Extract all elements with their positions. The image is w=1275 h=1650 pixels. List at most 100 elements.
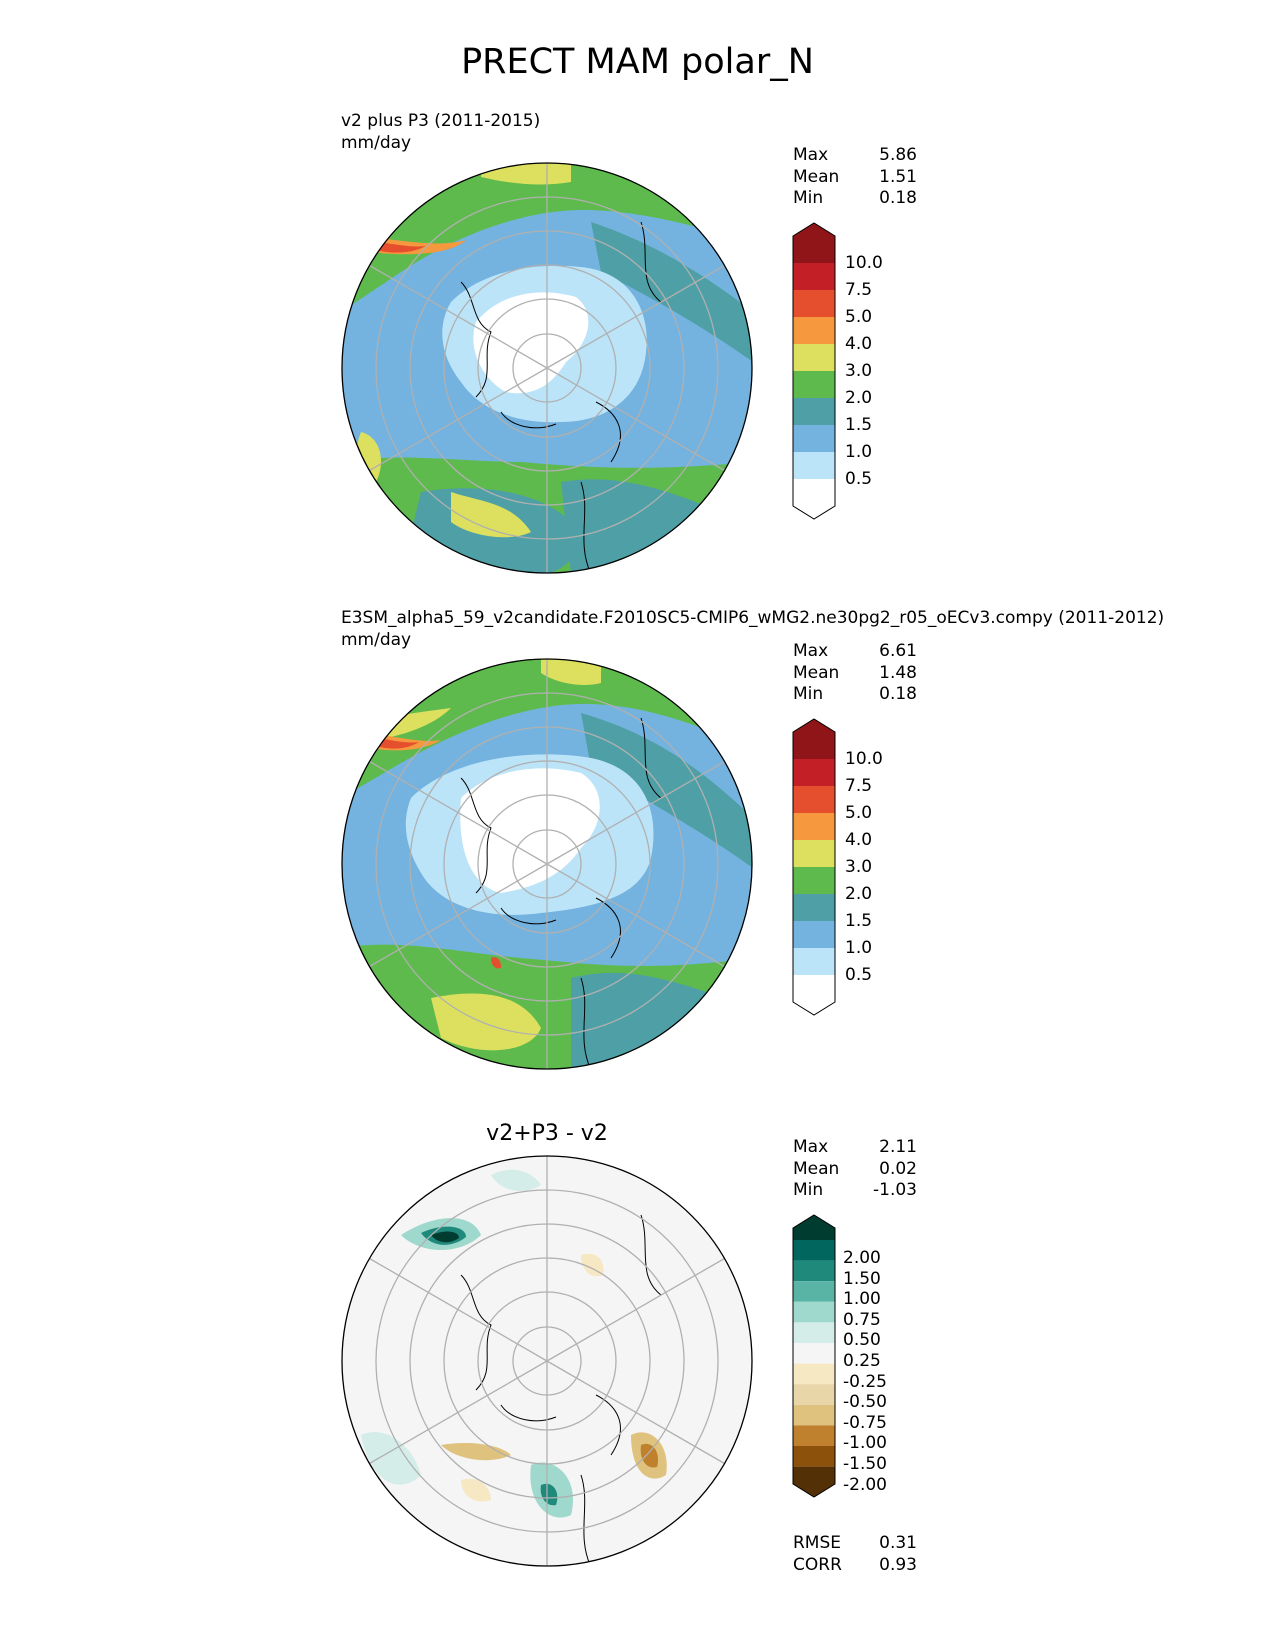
precip-band-green-north bbox=[342, 163, 752, 312]
min-label: Min bbox=[793, 1180, 824, 1200]
colorbar-tick-label: -0.25 bbox=[843, 1371, 887, 1392]
mean-label: Mean bbox=[793, 662, 840, 683]
colorbar-extend-top bbox=[793, 223, 835, 263]
colorbar-tick-label: 5.0 bbox=[845, 803, 873, 823]
diff-patch-brown-2 bbox=[640, 1443, 659, 1468]
colorbar-bin bbox=[793, 1281, 835, 1302]
colorbar-tick-label: -1.50 bbox=[843, 1454, 887, 1474]
diff-patch-tan-2 bbox=[581, 1253, 604, 1277]
panel-2-title: E3SM_alpha5_59_v2candidate.F2010SC5-CMIP… bbox=[341, 608, 1165, 628]
colorbar-bin bbox=[793, 317, 835, 344]
colorbar-bin bbox=[793, 1446, 835, 1467]
mean-value: 1.51 bbox=[879, 166, 917, 187]
figure-title: PRECT MAM polar_N bbox=[461, 42, 814, 82]
rmse-label: RMSE bbox=[793, 1533, 842, 1553]
panel-1-colorbar bbox=[792, 222, 836, 520]
mean-value: 0.02 bbox=[879, 1158, 917, 1179]
map-boundary bbox=[341, 162, 753, 574]
colorbar-tick-label: 1.0 bbox=[845, 938, 873, 958]
colorbar-bin bbox=[793, 813, 835, 840]
colorbar-tick-label: 0.75 bbox=[843, 1309, 881, 1330]
meridians bbox=[369, 659, 725, 1069]
panel-2-stats: Max 6.61 Mean 1.48 Min 0.18 bbox=[793, 641, 917, 706]
mean-label: Mean bbox=[793, 1158, 840, 1179]
diff-patch-lightteal-2 bbox=[491, 1169, 541, 1191]
panel-1-title: v2 plus P3 (2011-2015) bbox=[341, 111, 541, 131]
colorbar-bin bbox=[793, 398, 835, 425]
colorbar-tick-label: -1.00 bbox=[843, 1433, 887, 1454]
colorbar-tick-label: 5.0 bbox=[845, 307, 873, 327]
colorbar-tick-label: -2.00 bbox=[843, 1474, 887, 1495]
precip-band-teal-southeast bbox=[571, 972, 752, 1069]
colorbar-bin bbox=[793, 263, 835, 290]
mean-label: Mean bbox=[793, 166, 840, 187]
colorbar-tick-label: 1.0 bbox=[845, 442, 873, 462]
corr-value: 0.93 bbox=[879, 1554, 917, 1575]
colorbar-tick-label: 0.5 bbox=[845, 469, 873, 489]
colorbar-bin bbox=[793, 452, 835, 479]
colorbar-tick-label: 4.0 bbox=[845, 830, 873, 850]
precip-band-teal-northeast bbox=[581, 713, 752, 868]
colorbar-bin bbox=[793, 1425, 835, 1446]
colorbar-tick-label: 7.5 bbox=[845, 280, 873, 300]
panel-3-polar-map bbox=[341, 1155, 753, 1567]
colorbar-tick-label: 1.50 bbox=[843, 1268, 881, 1289]
colorbar-bin bbox=[793, 1404, 835, 1426]
colorbar-tick-label: 10.0 bbox=[845, 253, 883, 273]
colorbar-tick-label: 7.5 bbox=[845, 776, 873, 796]
colorbar-bin bbox=[793, 1343, 835, 1364]
meridians bbox=[369, 163, 725, 573]
colorbar-tick-label: 0.5 bbox=[845, 965, 873, 985]
colorbar-bin bbox=[793, 290, 835, 317]
colorbar-bin bbox=[793, 1322, 835, 1343]
colorbar-tick-label: -0.75 bbox=[843, 1412, 887, 1433]
max-value: 2.11 bbox=[879, 1137, 917, 1157]
colorbar-bin bbox=[793, 948, 835, 975]
colorbar-tick-label: 3.0 bbox=[845, 857, 873, 877]
colorbar-tick-label: 3.0 bbox=[845, 361, 873, 381]
max-label: Max bbox=[793, 1137, 829, 1157]
coastline bbox=[460, 1214, 662, 1566]
colorbar-bin bbox=[793, 840, 835, 867]
panel-3-title: v2+P3 - v2 bbox=[486, 1121, 608, 1146]
map-boundary bbox=[341, 658, 753, 1070]
colorbar-bin bbox=[793, 344, 835, 371]
colorbar-tick-label: -0.50 bbox=[843, 1392, 887, 1413]
diff-patch-teal-3 bbox=[431, 1231, 459, 1243]
colorbar-tick-label: 4.0 bbox=[845, 334, 873, 354]
colorbar-tick-label: 2.00 bbox=[843, 1248, 881, 1268]
panel-2-polar-map bbox=[341, 658, 753, 1070]
panel-1-stats: Max 5.86 Mean 1.51 Min 0.18 bbox=[793, 145, 917, 210]
panel-3-colorbar bbox=[792, 1214, 836, 1498]
precip-band-green-north bbox=[342, 659, 752, 798]
min-label: Min bbox=[793, 188, 824, 208]
colorbar-extend-bottom bbox=[793, 1466, 835, 1497]
coastline bbox=[460, 717, 662, 1069]
precip-patch-red-2 bbox=[491, 957, 501, 969]
precip-patch-white bbox=[460, 768, 600, 893]
colorbar-bin bbox=[793, 1260, 835, 1282]
colorbar-bin bbox=[793, 1301, 835, 1323]
min-label: Min bbox=[793, 684, 824, 704]
panel-2-colorbar bbox=[792, 718, 836, 1016]
min-value: 0.18 bbox=[879, 188, 917, 208]
precip-patch-yellow-1 bbox=[451, 492, 531, 538]
colorbar-extend-top bbox=[793, 1215, 835, 1240]
mean-value: 1.48 bbox=[879, 662, 917, 683]
rmse-value: 0.31 bbox=[879, 1533, 917, 1553]
colorbar-tick-label: 10.0 bbox=[845, 749, 883, 769]
precip-patch-red bbox=[376, 242, 426, 253]
colorbar-bin bbox=[793, 867, 835, 894]
colorbar-bin bbox=[793, 1384, 835, 1405]
colorbar-bin bbox=[793, 371, 835, 398]
map-boundary bbox=[341, 1155, 753, 1567]
max-label: Max bbox=[793, 641, 829, 661]
min-value: 0.18 bbox=[879, 684, 917, 704]
diff-patch-teal-5 bbox=[540, 1483, 558, 1506]
colorbar-bin bbox=[793, 759, 835, 786]
max-value: 5.86 bbox=[879, 145, 917, 165]
precip-patch-red bbox=[376, 738, 419, 749]
colorbar-bin bbox=[793, 1363, 835, 1385]
colorbar-extend-top bbox=[793, 719, 835, 759]
panel-3-stats: Max 2.11 Mean 0.02 Min -1.03 bbox=[793, 1137, 917, 1202]
